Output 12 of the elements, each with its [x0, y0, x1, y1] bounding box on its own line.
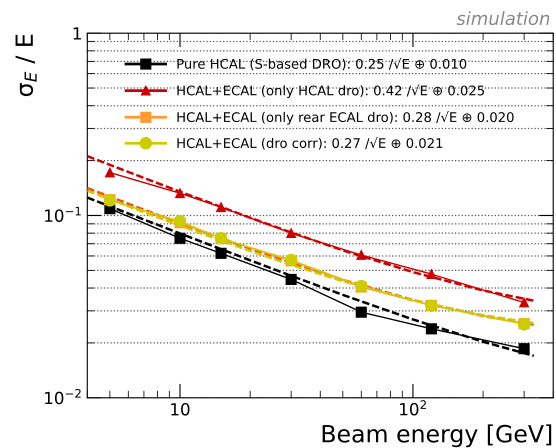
legend-label: Pure HCAL (S-based DRO): 0.25 /√E ⊕ 0.010	[177, 58, 466, 70]
x-axis-title: Beam energy [GeV]	[322, 424, 552, 448]
legend-label: HCAL+ECAL (only rear ECAL dro): 0.28 /√E ⊕ 0.020	[177, 111, 514, 125]
y-tick-label: 1	[74, 27, 81, 40]
legend-label: HCAL+ECAL (dro corr): 0.27 /√E ⊕ 0.021	[177, 137, 442, 150]
x-tick-label: 10$^{2}$	[400, 400, 426, 416]
legend-label: HCAL+ECAL (only HCAL dro): 0.42 /√E ⊕ 0.025	[177, 84, 484, 98]
text: simulation	[456, 11, 550, 26]
x-tick-label: 10	[171, 402, 190, 416]
y-tick-label: 10$^{−1}$	[45, 206, 81, 222]
y-tick-label: 10$^{−2}$	[45, 388, 81, 404]
y-axis-title: σ$_{E}$ / E	[16, 34, 37, 96]
